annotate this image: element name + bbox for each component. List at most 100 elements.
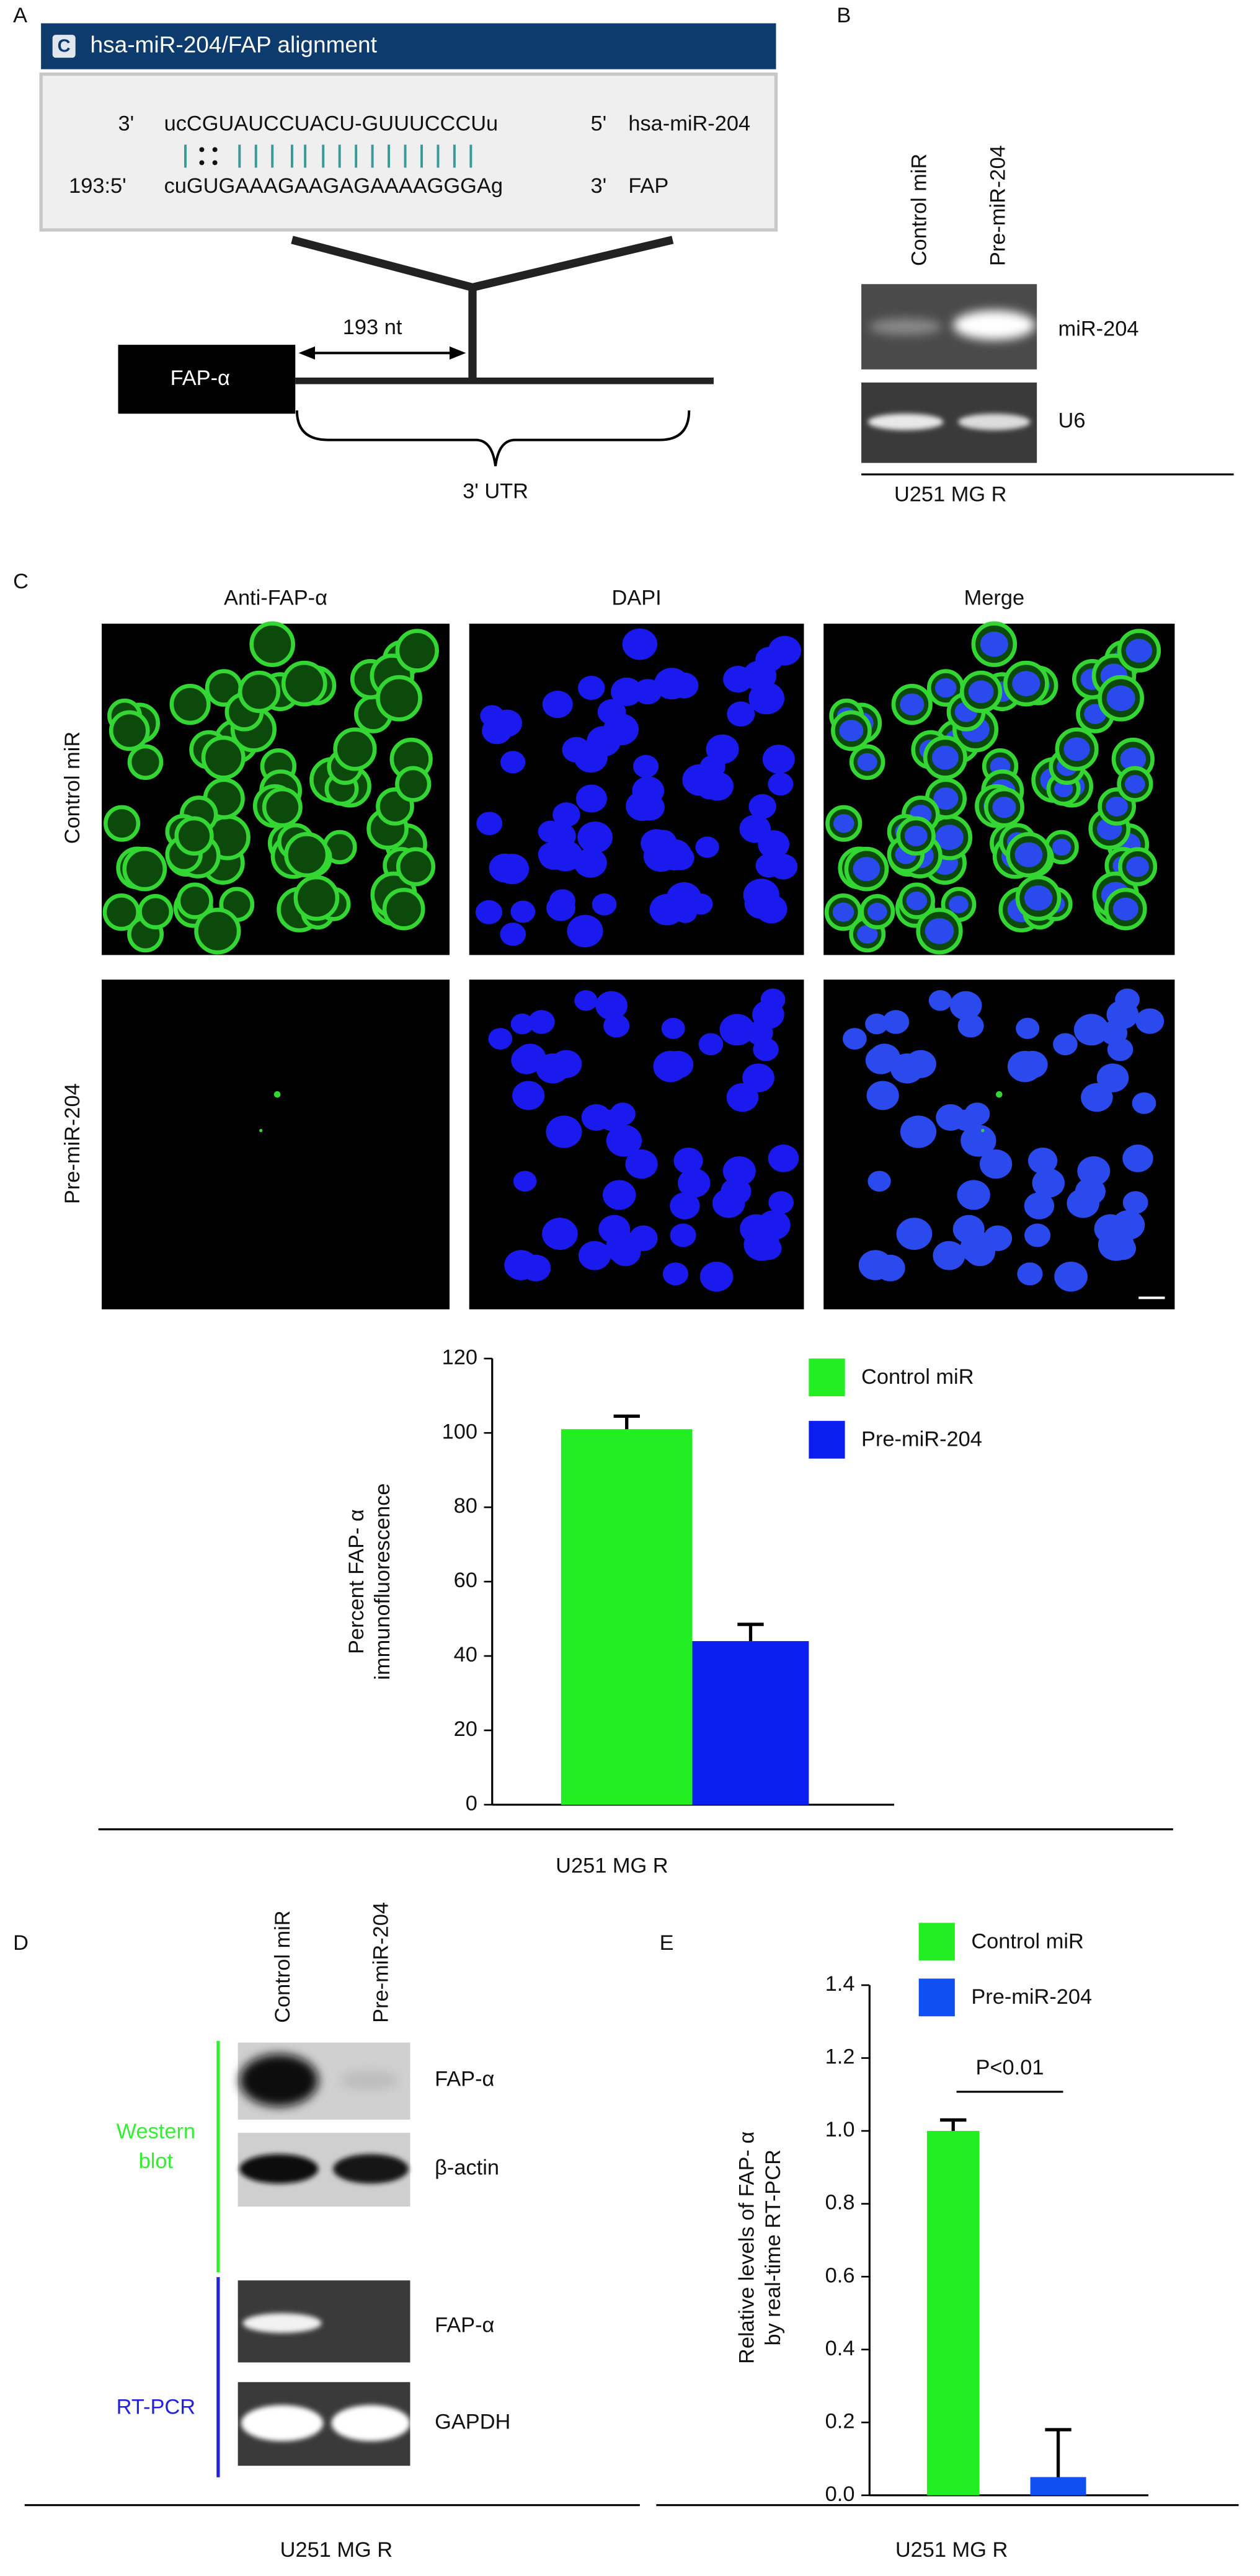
error-bar — [613, 1414, 640, 1430]
wobble-dot — [199, 147, 205, 153]
nucleus — [833, 814, 854, 833]
blot-band — [239, 2054, 319, 2107]
nucleus — [654, 668, 690, 700]
nucleus — [719, 1014, 755, 1046]
nucleus — [512, 1081, 545, 1110]
nucleus — [510, 900, 536, 923]
speck — [981, 1128, 985, 1133]
cell — [249, 621, 295, 667]
alignment-header — [41, 23, 776, 69]
nucleus — [504, 1250, 538, 1280]
nucleus — [666, 882, 702, 914]
gel-band — [869, 318, 942, 335]
micrograph — [823, 621, 1175, 955]
nucleus — [712, 1188, 745, 1218]
y-axis-label: Percent FAP- α — [345, 1509, 368, 1654]
nucleus — [1081, 1082, 1113, 1112]
nucleus — [769, 854, 798, 880]
cell-line: U251 MG R — [280, 2538, 393, 2562]
cell — [284, 832, 330, 878]
nucleus — [542, 1218, 578, 1250]
nucleus — [964, 1102, 990, 1126]
nucleus — [983, 1225, 1013, 1251]
y-tick-label: 80 — [454, 1494, 477, 1518]
nucleus — [949, 991, 982, 1020]
nucleus — [1073, 1014, 1109, 1046]
micrograph — [102, 621, 450, 955]
nucleus — [832, 902, 854, 922]
band-label: miR-204 — [1058, 317, 1139, 340]
nucleus — [574, 990, 598, 1011]
nucleus — [611, 677, 643, 706]
nucleus — [678, 1168, 711, 1198]
nucleus — [528, 1010, 555, 1034]
blot-band — [239, 2154, 319, 2184]
nucleus — [581, 1104, 611, 1131]
nucleus — [933, 1241, 965, 1270]
band-label: β-actin — [435, 2156, 499, 2179]
legend-label: Pre-miR-204 — [971, 1985, 1092, 2009]
nucleus — [896, 1218, 933, 1250]
wobble-dot — [199, 160, 205, 166]
error-bar — [1045, 2428, 1071, 2477]
annotation: P<0.01 — [976, 2056, 1044, 2079]
nucleus — [1110, 1237, 1137, 1260]
nucleus — [900, 693, 925, 715]
y-axis-label: Relative levels of FAP- α — [735, 2131, 759, 2364]
nucleus — [697, 778, 721, 800]
micrograph — [469, 623, 804, 955]
legend-swatch — [918, 1923, 955, 1961]
gel-band — [241, 2405, 324, 2441]
nucleus — [662, 1262, 688, 1286]
nucleus — [949, 895, 969, 914]
nucleus — [768, 772, 794, 796]
zoom-lines — [291, 236, 674, 292]
blot-band — [339, 2070, 399, 2091]
legend-label: Pre-miR-204 — [861, 1428, 982, 1451]
nucleus — [726, 1082, 759, 1112]
nucleus — [1027, 1148, 1058, 1174]
blot-band — [333, 2154, 409, 2184]
panel-label: E — [660, 1931, 674, 1955]
nucleus — [1053, 1033, 1078, 1056]
nucleus — [1135, 1008, 1165, 1034]
nucleus — [670, 1192, 700, 1219]
panel-label: A — [13, 4, 27, 27]
nucleus — [748, 682, 784, 715]
nucleus — [542, 691, 573, 719]
bar — [1030, 2477, 1086, 2495]
column-label: Anti-FAP-α — [224, 586, 327, 609]
y-tick-label: 40 — [454, 1643, 477, 1666]
seq-end: 3' — [118, 112, 135, 136]
cell — [293, 875, 340, 921]
row-label: Pre-miR-204 — [61, 1083, 84, 1204]
x-axis-label: U251 MG R — [556, 1854, 668, 1878]
nucleus — [661, 1017, 685, 1039]
nucleus — [1132, 1092, 1156, 1114]
nucleus — [839, 719, 864, 741]
nucleus — [1024, 1223, 1051, 1247]
gel-band — [953, 310, 1036, 340]
nucleus — [698, 1033, 724, 1056]
nucleus — [752, 1000, 784, 1029]
error-bar — [737, 1622, 764, 1642]
panel-label: D — [13, 1931, 29, 1955]
nucleus — [865, 1013, 889, 1035]
nucleus — [756, 1237, 782, 1260]
alignment-box — [39, 72, 778, 232]
column-label: DAPI — [611, 586, 661, 609]
nucleus — [867, 903, 887, 921]
cell — [333, 727, 377, 771]
gene-label: FAP-α — [171, 366, 230, 390]
speck — [259, 1128, 263, 1133]
nucleus — [610, 1102, 636, 1126]
nucleus — [928, 990, 952, 1011]
nucleus — [606, 1125, 642, 1157]
nucleus — [500, 923, 526, 946]
nucleus — [513, 1171, 537, 1192]
gene-box — [118, 345, 296, 414]
y-tick-label: 0.6 — [825, 2264, 855, 2287]
y-tick-label: 60 — [454, 1569, 477, 1592]
